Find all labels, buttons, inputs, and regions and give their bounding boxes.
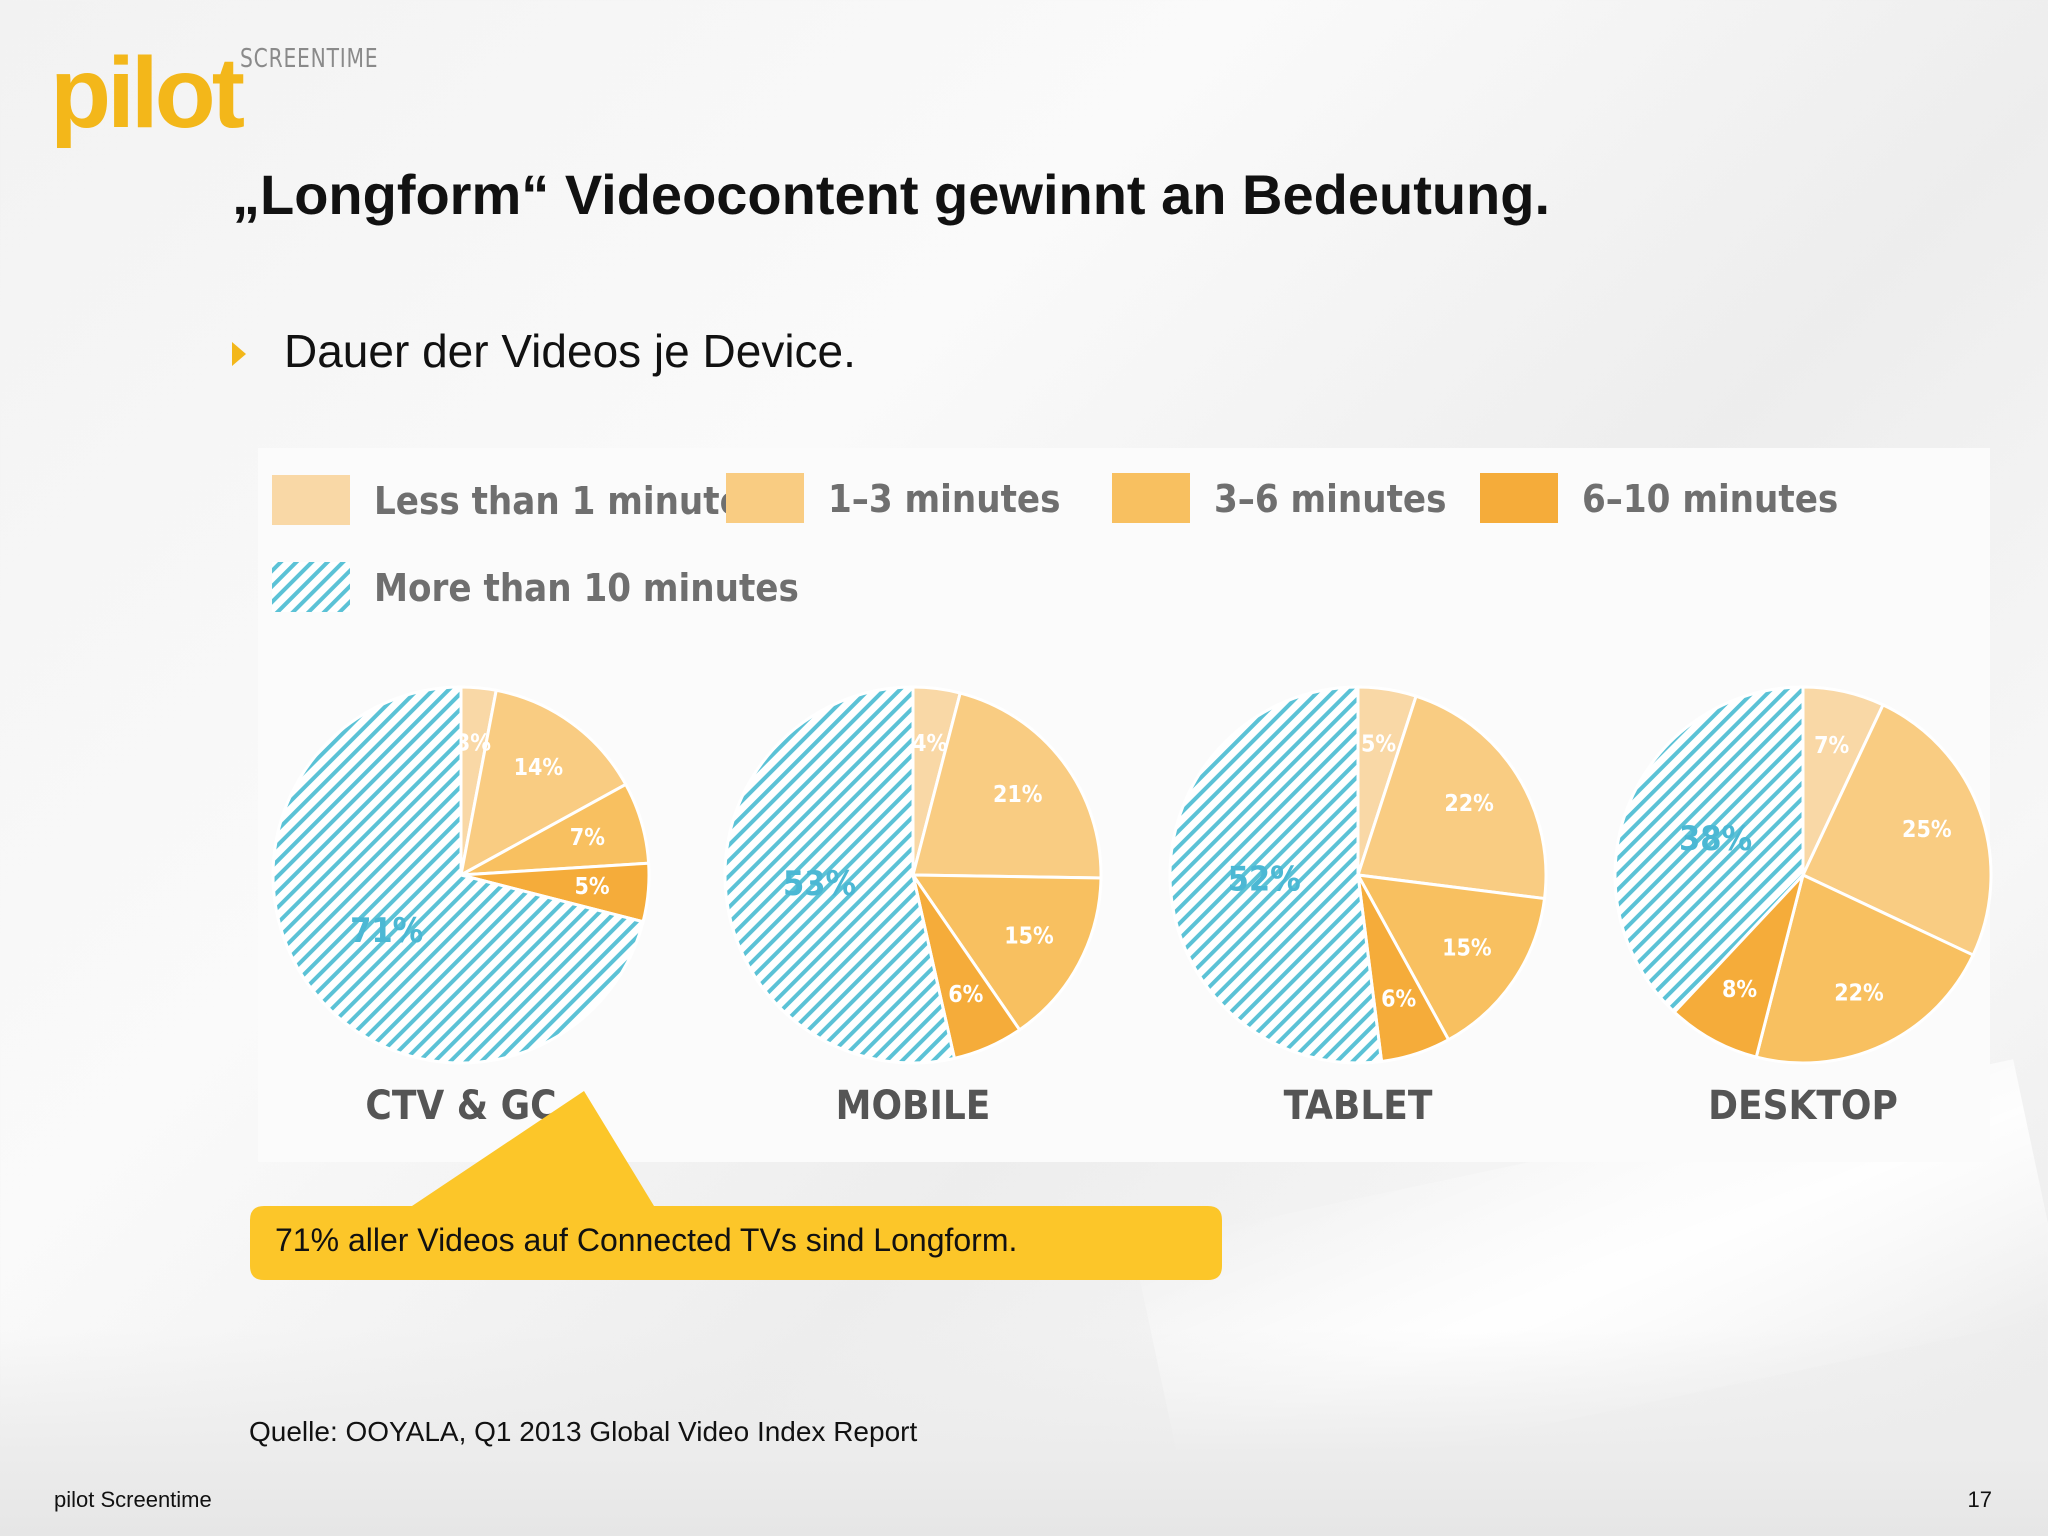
slice-label-desktop-1-3-minutes: 25% [1902,817,1952,843]
legend-label-1-3-minutes: 1–3 minutes [828,477,1060,521]
legend-swatch-1-3-minutes [726,473,804,523]
slice-label-ctv-gc-less-than-1-minute: 3% [456,730,491,756]
legend-label-more-than-10-minutes: More than 10 minutes [374,566,799,610]
legend-swatch-less-than-1-minute [272,475,350,525]
slice-label-tablet-6-10-minutes: 6% [1381,987,1416,1013]
slice-label-tablet-3-6-minutes: 15% [1442,935,1492,961]
background-floor [0,1330,2048,1536]
legend-label-less-than-1-minute: Less than 1 minute [374,479,743,523]
slice-label-desktop-6-10-minutes: 8% [1722,977,1757,1003]
slice-desktop-more-than-10-minutes [1613,685,1805,1015]
footer-brand: pilot Screentime [54,1487,212,1512]
legend-swatch-6-10-minutes [1480,473,1558,523]
legend-swatch-3-6-minutes [1112,473,1190,523]
slice-label-mobile-3-6-minutes: 15% [1004,924,1054,950]
logo-subtitle: SCREENTIME [240,44,379,74]
slice-tablet-3-6-minutes [1355,873,1547,1042]
slice-label-ctv-gc-1-3-minutes: 14% [514,755,564,781]
logo-wordmark: pilot [50,37,245,149]
page-title: „Longform“ Videocontent gewinnt an Bedeu… [232,163,1551,226]
slice-label-mobile-more-than-10-minutes: 53% [783,864,856,904]
pie-tablet: 5% 22% 15% 6% 52% TABLET [1168,685,1548,1129]
slice-desktop-1-3-minutes [1801,702,1993,958]
slice-desktop-6-10-minutes [1672,873,1805,1059]
slice-tablet-more-than-10-minutes [1168,685,1384,1065]
pie-title-desktop: DESKTOP [1708,1083,1898,1129]
slice-label-desktop-less-than-1-minute: 7% [1814,733,1849,759]
source-note: Quelle: OOYALA, Q1 2013 Global Video Ind… [249,1416,918,1447]
slice-label-ctv-gc-3-6-minutes: 7% [570,825,605,851]
pie-title-tablet: TABLET [1284,1083,1433,1129]
legend-label-3-6-minutes: 3–6 minutes [1214,477,1446,521]
slice-ctv-gc-1-3-minutes [458,688,628,878]
slice-mobile-more-than-10-minutes [723,685,957,1065]
slice-label-mobile-less-than-1-minute: 4% [912,731,947,757]
slice-label-tablet-less-than-1-minute: 5% [1361,732,1396,758]
slice-mobile-1-3-minutes [911,691,1103,880]
bullet-text: Dauer der Videos je Device. [284,325,856,377]
slice-label-desktop-more-than-10-minutes: 38% [1679,819,1752,859]
pie-desktop: 7% 25% 22% 8% 38% DESKTOP [1613,685,1993,1129]
legend-label-6-10-minutes: 6–10 minutes [1582,477,1838,521]
slice-label-ctv-gc-6-10-minutes: 5% [574,874,609,900]
slice-label-desktop-3-6-minutes: 22% [1834,981,1884,1007]
slice-label-tablet-1-3-minutes: 22% [1444,791,1494,817]
callout-text: 71% aller Videos auf Connected TVs sind … [275,1222,1018,1258]
bullet-arrow-icon [232,342,246,366]
pie-title-ctv-gc: CTV & GC [365,1083,556,1129]
slice-label-mobile-1-3-minutes: 21% [993,782,1043,808]
slice-ctv-gc-more-than-10-minutes [271,685,645,1065]
page-number: 17 [1967,1487,1992,1512]
slice-label-mobile-6-10-minutes: 6% [948,982,983,1008]
pie-title-mobile: MOBILE [836,1083,991,1129]
pie-mobile: 4% 21% 15% 6% 53% MOBILE [723,685,1103,1129]
pie-ctv-gc: 3% 14% 7% 5% 71% CTV & GC [271,685,651,1129]
pilot-logo: pilot SCREENTIME [50,38,410,148]
slice-label-ctv-gc-more-than-10-minutes: 71% [350,911,423,951]
slice-label-tablet-more-than-10-minutes: 52% [1228,859,1301,899]
slice-desktop-3-6-minutes [1754,872,1976,1065]
legend-swatch-more-than-10-minutes [272,562,350,612]
slice-mobile-3-6-minutes [910,873,1103,1032]
slice-tablet-1-3-minutes [1356,694,1548,901]
